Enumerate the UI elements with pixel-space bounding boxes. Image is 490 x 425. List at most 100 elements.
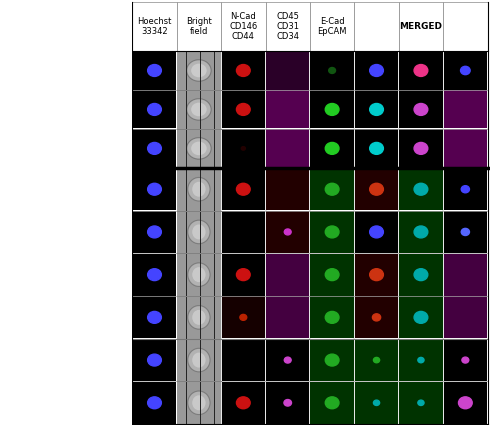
Circle shape [147, 397, 161, 409]
Bar [443, 2, 488, 51]
Circle shape [237, 183, 250, 195]
Circle shape [369, 65, 383, 76]
Bar [266, 2, 310, 51]
Text: 1)  M+/E-: 1) M+/E- [81, 185, 127, 194]
Bar [311, 91, 354, 128]
Bar [355, 211, 398, 253]
Circle shape [237, 397, 250, 409]
Bar [399, 382, 442, 424]
Bar [311, 211, 354, 253]
Bar [132, 2, 177, 51]
Bar [221, 91, 265, 128]
Bar [133, 91, 176, 128]
Bar [133, 297, 176, 338]
Text: 3)  M+/E+: 3) M+/E+ [77, 270, 127, 279]
Bar [399, 129, 442, 167]
Bar [443, 91, 487, 128]
Bar [266, 297, 310, 338]
Circle shape [373, 357, 380, 363]
Ellipse shape [192, 224, 206, 239]
Bar [221, 254, 265, 296]
Circle shape [369, 183, 383, 195]
Bar [266, 168, 310, 210]
Bar [311, 168, 354, 210]
Circle shape [369, 104, 383, 116]
Circle shape [325, 354, 339, 366]
Circle shape [369, 226, 383, 238]
Circle shape [325, 312, 339, 323]
Text: CD45
CD31
CD34: CD45 CD31 CD34 [276, 12, 299, 41]
Ellipse shape [188, 306, 210, 329]
Circle shape [369, 142, 383, 154]
Text: E-Cad
EpCAM: E-Cad EpCAM [318, 17, 347, 36]
Text: Cell lines: Cell lines [6, 84, 16, 135]
Circle shape [284, 400, 292, 406]
Ellipse shape [192, 182, 206, 197]
Circle shape [325, 269, 339, 281]
Ellipse shape [191, 142, 207, 155]
Circle shape [373, 400, 380, 405]
Bar [399, 2, 443, 51]
Bar [355, 254, 398, 296]
Ellipse shape [191, 64, 207, 77]
Circle shape [147, 104, 161, 116]
Bar [221, 382, 265, 424]
Bar [443, 129, 487, 167]
Bar [221, 339, 265, 381]
Circle shape [418, 357, 424, 363]
Circle shape [237, 65, 250, 76]
Bar [221, 2, 266, 51]
Bar [355, 168, 398, 210]
Bar [266, 51, 310, 90]
Circle shape [462, 357, 469, 363]
Bar [266, 129, 310, 167]
Circle shape [461, 66, 470, 75]
Text: 4)  M-/E+: 4) M-/E+ [81, 313, 127, 322]
Text: MDA-MB231: MDA-MB231 [66, 68, 127, 77]
Ellipse shape [192, 353, 206, 368]
Bar [310, 2, 354, 51]
Circle shape [237, 104, 250, 116]
Text: (a): (a) [115, 57, 127, 66]
Bar [0, 0, 132, 425]
Bar [133, 168, 176, 210]
Circle shape [147, 65, 161, 76]
Text: Lymphocytes: Lymphocytes [61, 377, 127, 386]
Circle shape [147, 354, 161, 366]
Bar [399, 91, 442, 128]
Circle shape [325, 142, 339, 154]
Ellipse shape [187, 99, 211, 120]
Circle shape [461, 186, 469, 193]
Circle shape [414, 104, 428, 116]
Ellipse shape [192, 395, 206, 410]
Bar [355, 91, 398, 128]
Ellipse shape [187, 138, 211, 159]
Text: N-Cad
CD146
CD44: N-Cad CD146 CD44 [229, 12, 257, 41]
Bar [266, 254, 310, 296]
Text: 2)  M-/E-: 2) M-/E- [85, 227, 127, 236]
Bar [311, 254, 354, 296]
Ellipse shape [192, 310, 206, 325]
Bar [443, 211, 487, 253]
Circle shape [461, 228, 469, 235]
Bar [266, 211, 310, 253]
Bar [133, 211, 176, 253]
Text: MCF-7: MCF-7 [94, 143, 127, 153]
Bar [221, 168, 265, 210]
Bar [177, 2, 221, 51]
Text: Bright
field: Bright field [186, 17, 212, 36]
Ellipse shape [192, 267, 206, 282]
Bar [221, 129, 265, 167]
Ellipse shape [188, 391, 210, 414]
Bar [355, 297, 398, 338]
Circle shape [418, 400, 424, 405]
Circle shape [369, 269, 383, 281]
Text: Hoechst
33342: Hoechst 33342 [137, 17, 172, 36]
Circle shape [459, 397, 472, 409]
Bar [443, 51, 487, 90]
Bar [399, 211, 442, 253]
Ellipse shape [188, 263, 210, 286]
Text: MERGED: MERGED [399, 22, 442, 31]
Circle shape [240, 314, 247, 320]
Circle shape [147, 226, 161, 238]
